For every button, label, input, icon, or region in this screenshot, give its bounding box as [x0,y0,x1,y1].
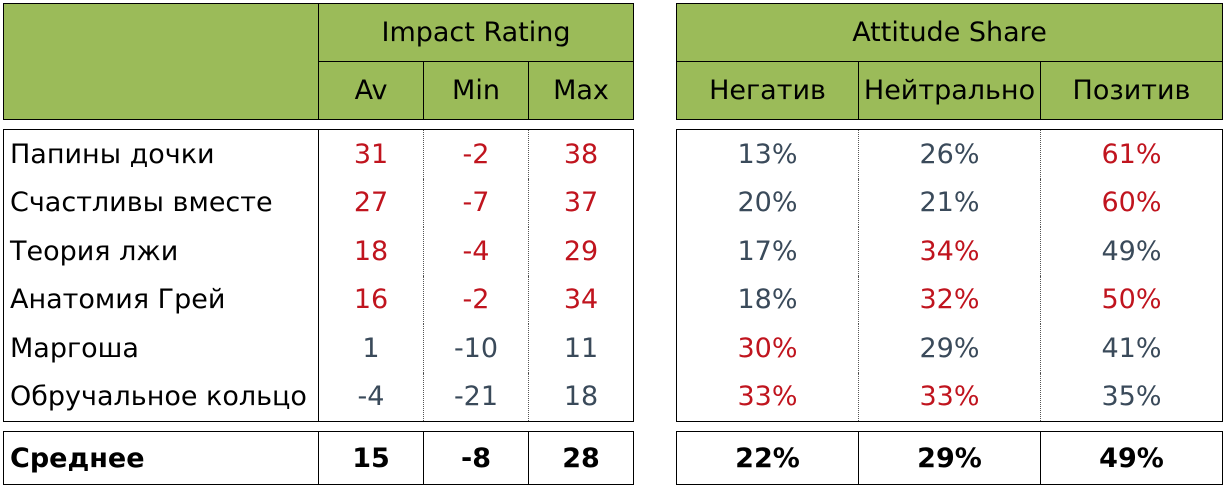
attitude-share-title: Attitude Share [676,3,1223,62]
table-row: Счастливы вместе 27 -7 37 [3,178,634,227]
cell-positive: 49% [1040,227,1223,276]
col-header-av: Av [318,61,424,120]
total-row: 22% 29% 49% [676,431,1223,485]
cell-av: 31 [318,129,424,179]
cell-min: -2 [423,129,529,179]
show-name: Обручальное кольцо [3,372,319,422]
show-name: Папины дочки [3,129,319,179]
show-name: Анатомия Грей [3,275,319,324]
table-row: 30% 29% 41% [676,324,1223,373]
table-row: 20% 21% 60% [676,178,1223,227]
cell-max: 29 [528,227,634,276]
cell-positive: 61% [1040,129,1223,179]
cell-max: 37 [528,178,634,227]
cell-min: -4 [423,227,529,276]
cell-neutral: 33% [858,372,1041,422]
total-positive: 49% [1040,431,1223,485]
cell-negative: 17% [676,227,859,276]
total-row: Среднее 15 -8 28 [3,431,634,485]
table-row: Папины дочки 31 -2 38 [3,129,634,179]
cell-max: 34 [528,275,634,324]
cell-negative: 20% [676,178,859,227]
col-header-neutral: Нейтрально [858,61,1041,120]
col-header-max: Max [528,61,634,120]
cell-av: 16 [318,275,424,324]
show-name: Счастливы вместе [3,178,319,227]
cell-positive: 35% [1040,372,1223,422]
total-label: Среднее [3,431,319,485]
table-row: 13% 26% 61% [676,129,1223,179]
table-row: 33% 33% 35% [676,372,1223,422]
total-neutral: 29% [858,431,1041,485]
cell-negative: 18% [676,275,859,324]
cell-av: 18 [318,227,424,276]
impact-rating-table: Impact Rating Av Min Max Папины дочки 31… [3,3,634,485]
impact-rating-title: Impact Rating [318,3,634,62]
cell-positive: 41% [1040,324,1223,373]
row-label-header [3,3,319,120]
cell-negative: 33% [676,372,859,422]
table-row: 18% 32% 50% [676,275,1223,324]
table-row: Анатомия Грей 16 -2 34 [3,275,634,324]
col-header-negative: Негатив [676,61,859,120]
cell-min: -2 [423,275,529,324]
cell-negative: 13% [676,129,859,179]
attitude-share-table: Attitude Share Негатив Нейтрально Позити… [676,3,1223,485]
cell-positive: 50% [1040,275,1223,324]
col-header-positive: Позитив [1040,61,1223,120]
cell-max: 11 [528,324,634,373]
show-name: Маргоша [3,324,319,373]
cell-max: 38 [528,129,634,179]
cell-min: -10 [423,324,529,373]
cell-min: -7 [423,178,529,227]
table-row: 17% 34% 49% [676,227,1223,276]
table-row: Обручальное кольцо -4 -21 18 [3,372,634,422]
cell-neutral: 21% [858,178,1041,227]
total-av: 15 [318,431,424,485]
cell-max: 18 [528,372,634,422]
cell-neutral: 26% [858,129,1041,179]
cell-av: 1 [318,324,424,373]
cell-neutral: 29% [858,324,1041,373]
table-row: Маргоша 1 -10 11 [3,324,634,373]
show-name: Теория лжи [3,227,319,276]
col-header-min: Min [423,61,529,120]
cell-av: 27 [318,178,424,227]
cell-positive: 60% [1040,178,1223,227]
total-min: -8 [423,431,529,485]
cell-negative: 30% [676,324,859,373]
cell-neutral: 34% [858,227,1041,276]
cell-min: -21 [423,372,529,422]
cell-av: -4 [318,372,424,422]
cell-neutral: 32% [858,275,1041,324]
table-row: Теория лжи 18 -4 29 [3,227,634,276]
